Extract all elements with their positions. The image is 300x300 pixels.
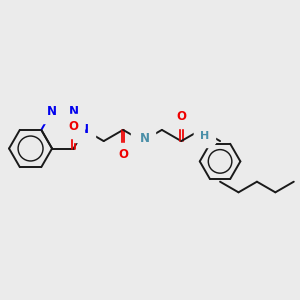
- Text: N: N: [79, 123, 89, 136]
- Text: N: N: [140, 132, 150, 145]
- Text: O: O: [176, 110, 186, 123]
- Text: O: O: [69, 120, 79, 133]
- Text: N: N: [69, 105, 79, 118]
- Text: N: N: [47, 105, 57, 118]
- Text: H: H: [136, 130, 146, 140]
- Text: N: N: [199, 125, 209, 138]
- Text: O: O: [118, 148, 128, 161]
- Text: H: H: [200, 131, 209, 142]
